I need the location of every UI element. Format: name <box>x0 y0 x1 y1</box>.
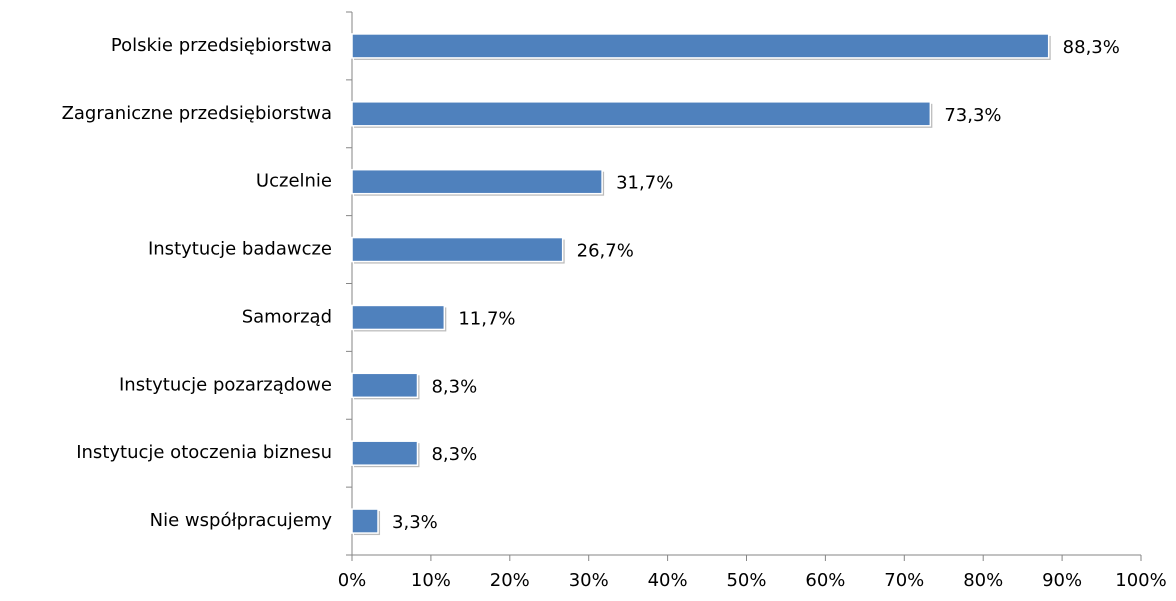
bar <box>351 304 446 331</box>
bar <box>351 372 419 399</box>
x-tick-label: 80% <box>963 570 1003 591</box>
y-tick-label: Samorząd <box>242 306 332 327</box>
bar <box>351 508 379 534</box>
y-tick-label: Uczelnie <box>256 171 332 192</box>
x-tick-label: 50% <box>726 570 766 591</box>
bar <box>351 236 564 263</box>
y-tick-label: Instytucje badawcze <box>148 239 332 260</box>
value-label: 11,7% <box>458 308 515 329</box>
x-tick-label: 20% <box>490 570 530 591</box>
y-tick-label: Zagraniczne przedsiębiorstwa <box>62 103 332 124</box>
x-tick-label: 70% <box>884 570 924 591</box>
x-tick-label: 40% <box>648 570 688 591</box>
value-label: 73,3% <box>944 105 1001 126</box>
bar <box>351 101 932 127</box>
value-label: 8,3% <box>431 376 477 397</box>
x-tick-label: 100% <box>1115 570 1166 591</box>
x-tick-label: 90% <box>1042 570 1082 591</box>
x-tick-label: 0% <box>338 570 367 591</box>
value-label: 31,7% <box>616 173 673 194</box>
y-tick-label: Instytucje pozarządowe <box>119 374 332 395</box>
x-tick-label: 10% <box>411 570 451 591</box>
y-tick-label: Nie współpracujemy <box>150 510 333 531</box>
value-label: 3,3% <box>392 512 438 533</box>
bar <box>351 33 1050 59</box>
value-label: 8,3% <box>431 444 477 465</box>
y-tick-label: Polskie przedsiębiorstwa <box>111 35 332 56</box>
bar <box>351 440 419 466</box>
value-label: 26,7% <box>577 241 634 262</box>
y-tick-label: Instytucje otoczenia biznesu <box>76 442 332 463</box>
bar <box>351 168 603 195</box>
x-tick-label: 30% <box>569 570 609 591</box>
value-label: 88,3% <box>1063 37 1120 58</box>
x-tick-label: 60% <box>805 570 845 591</box>
